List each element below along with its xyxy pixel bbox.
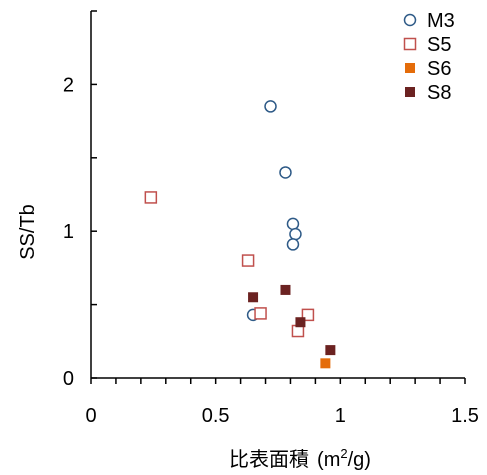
legend-label-s5: S5 — [427, 34, 451, 56]
x-axis-unit-suffix: /g) — [348, 449, 371, 471]
legend-marker-s5 — [403, 37, 417, 51]
y-tick-label: 2 — [63, 74, 74, 96]
data-point-s8 — [295, 317, 306, 328]
y-tick-label: 0 — [63, 368, 74, 390]
data-point-s8 — [248, 292, 259, 303]
data-point-m3 — [289, 227, 302, 241]
data-point-m3 — [286, 238, 300, 251]
legend-marker-m3 — [403, 13, 417, 27]
data-point-s8 — [325, 345, 336, 356]
legend-marker-s8 — [405, 87, 415, 97]
x-axis-title-text: 比表面積 — [229, 448, 309, 471]
series-m3 — [246, 100, 302, 322]
data-point-s8 — [280, 284, 291, 295]
legend-label-s6: S6 — [427, 58, 451, 80]
data-point-s5 — [241, 254, 255, 267]
data-point-s5 — [254, 307, 267, 320]
legend-label-s8: S8 — [427, 82, 451, 104]
data-point-m3 — [279, 166, 292, 179]
data-point-m3 — [264, 100, 277, 113]
data-point-s5 — [301, 308, 315, 322]
data-point-m3 — [286, 217, 300, 231]
legend-label-m3: M3 — [427, 10, 455, 32]
data-markers — [144, 100, 336, 369]
data-point-s5 — [144, 191, 158, 204]
y-tick-label: 1 — [63, 221, 74, 243]
series-s5 — [144, 191, 315, 338]
x-axis-title: 比表面積 (m2/g) — [229, 446, 371, 471]
x-tick-label: 1.5 — [451, 405, 479, 427]
legend-marker-s6 — [405, 63, 415, 73]
series-s8 — [248, 284, 336, 356]
x-axis-unit-superscript: 2 — [340, 446, 347, 461]
x-axis: 0 0.5 1 1.5 — [85, 377, 479, 427]
y-axis-title: SS/Tb — [17, 204, 39, 260]
x-tick-label: 1 — [335, 405, 346, 427]
y-axis: 0 1 2 — [63, 10, 97, 390]
x-tick-label: 0.5 — [202, 405, 230, 427]
x-axis-unit-prefix: (m — [317, 449, 340, 471]
data-point-s6 — [320, 358, 331, 369]
x-tick-label: 0 — [85, 405, 96, 427]
series-s6 — [320, 358, 331, 369]
